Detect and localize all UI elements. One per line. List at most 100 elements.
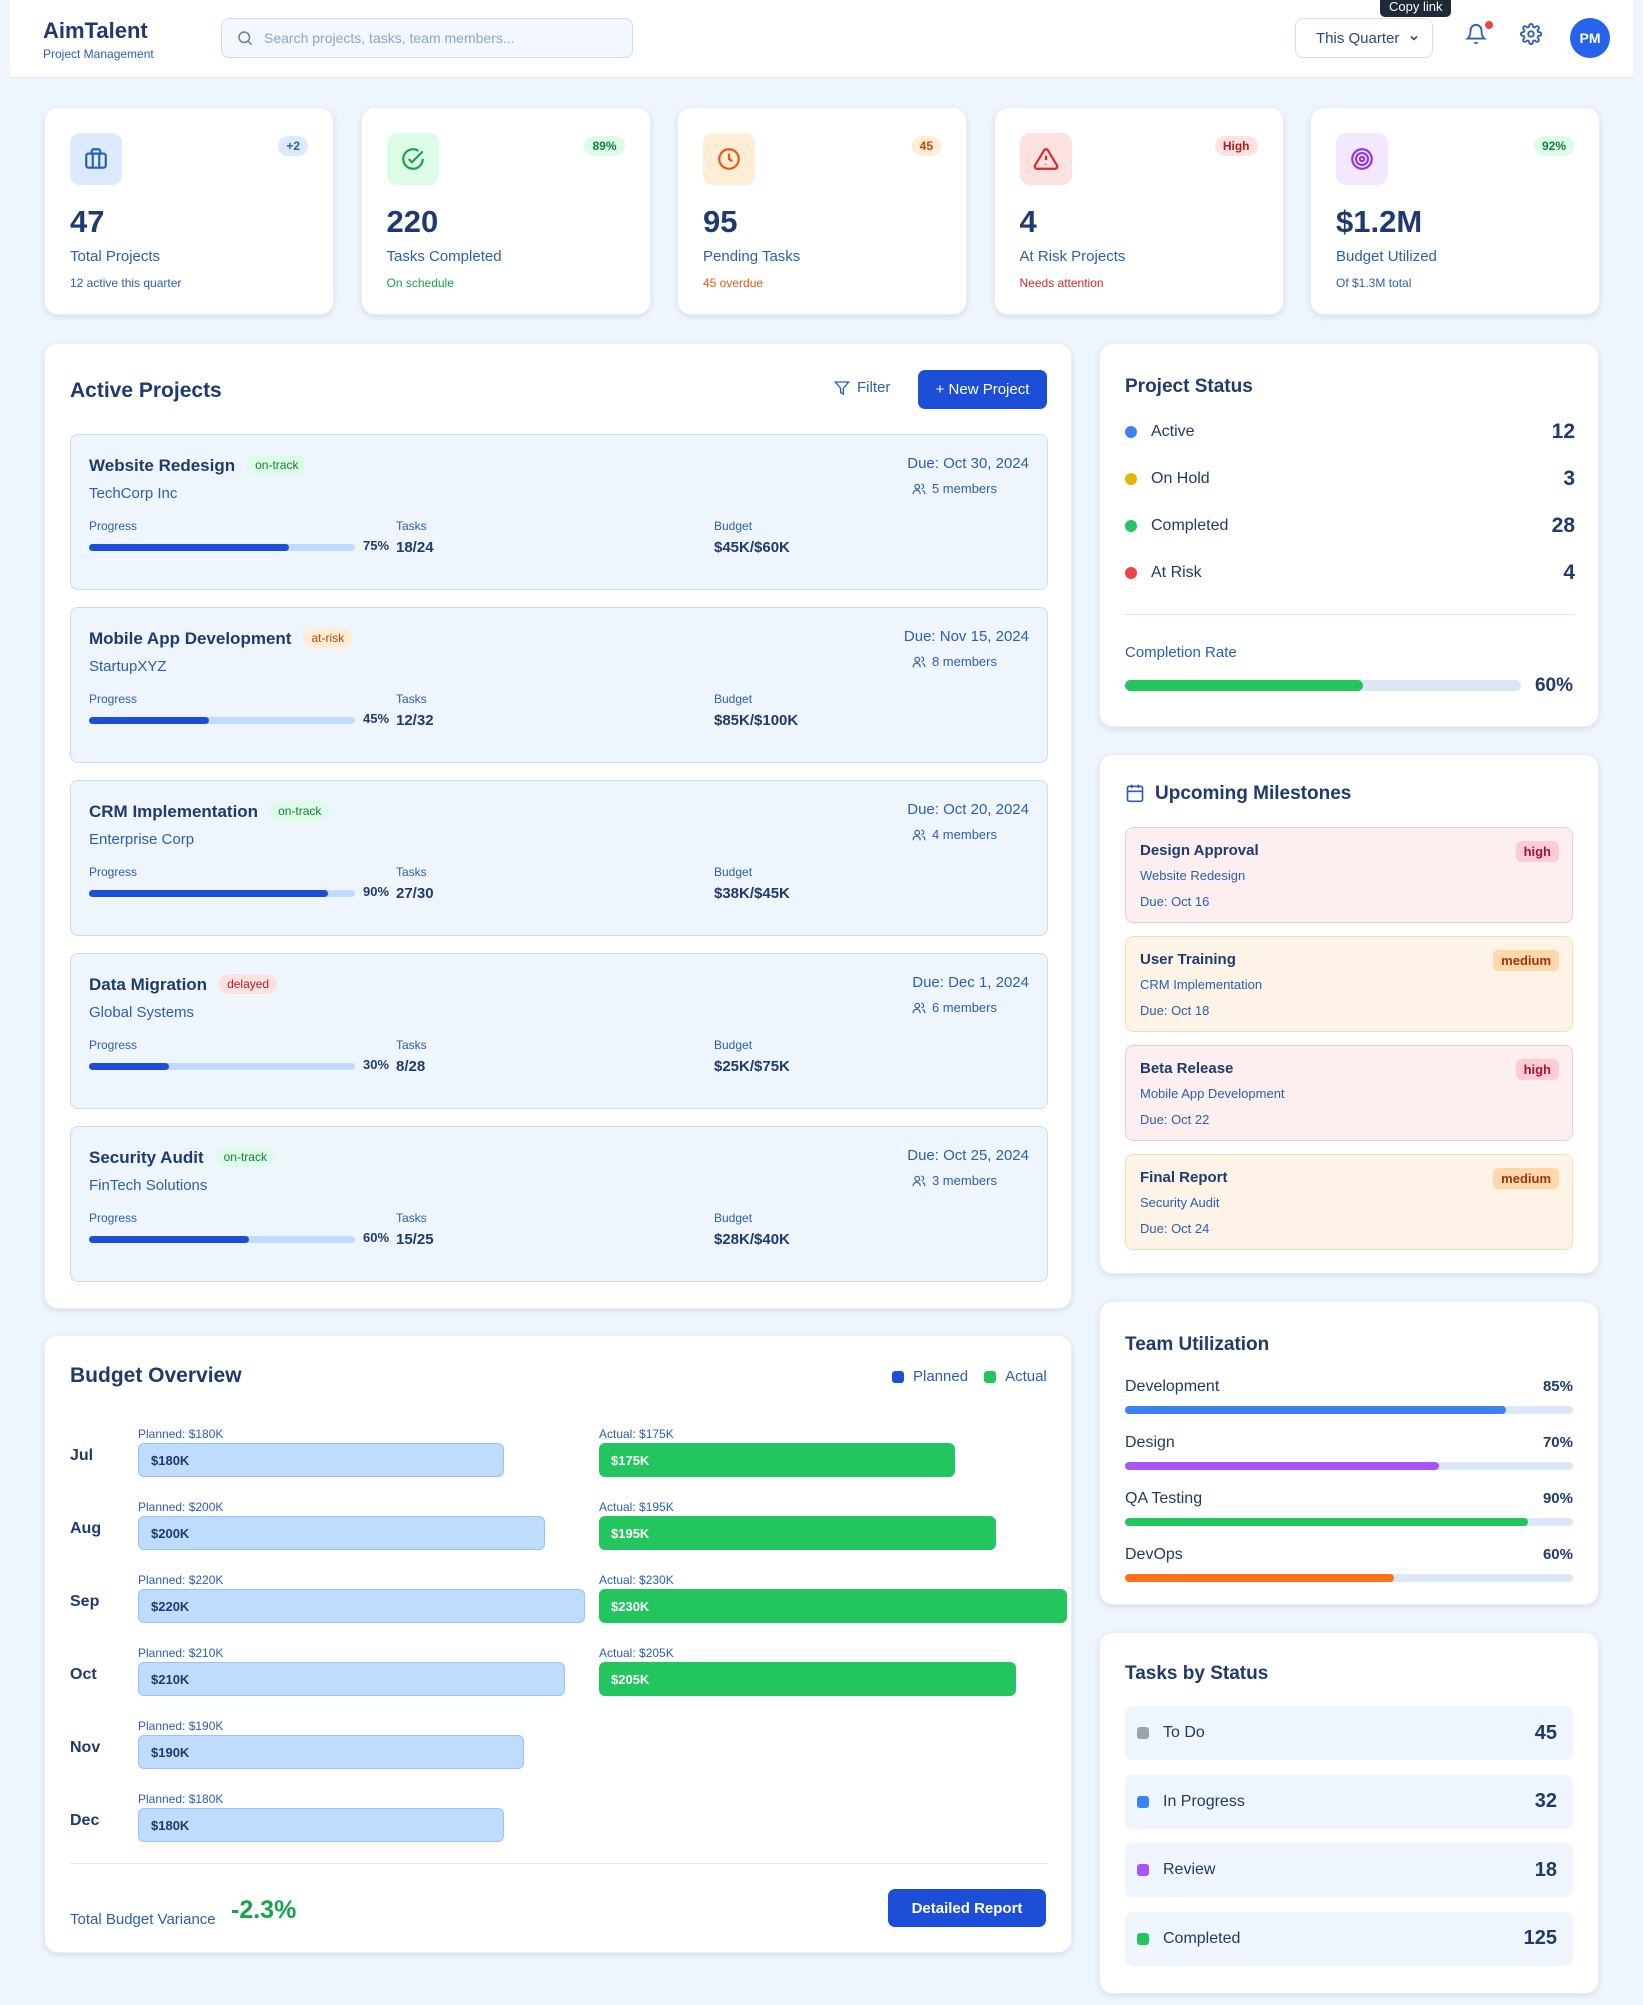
task-status-swatch bbox=[1137, 1727, 1149, 1739]
stat-card: 92% $1.2M Budget Utilized Of $1.3M total bbox=[1310, 107, 1600, 315]
project-card[interactable]: CRM Implementation on-track Enterprise Cor… bbox=[70, 780, 1048, 936]
project-card[interactable]: Data Migration delayed Global Systems Due: … bbox=[70, 953, 1048, 1109]
planned-bar[interactable]: $200K bbox=[138, 1516, 545, 1550]
utilization-fill bbox=[1125, 1574, 1394, 1582]
planned-bar[interactable]: $210K bbox=[138, 1662, 565, 1696]
month-label: Dec bbox=[70, 1812, 100, 1829]
stat-subtext: Of $1.3M total bbox=[1336, 276, 1412, 290]
task-status-count: 125 bbox=[1523, 1927, 1557, 1949]
progress-label: Progress bbox=[89, 1038, 138, 1052]
project-card[interactable]: Website Redesign on-track TechCorp Inc Due:… bbox=[70, 434, 1048, 590]
stat-badge: High bbox=[1214, 136, 1258, 156]
stat-value: 4 bbox=[1019, 204, 1037, 239]
month-label: Aug bbox=[70, 1520, 102, 1537]
status-row: At Risk 4 bbox=[1125, 561, 1575, 585]
status-count: 3 bbox=[1563, 467, 1575, 490]
actual-caption: Actual: $175K bbox=[599, 1427, 674, 1441]
utilization-label: Development bbox=[1125, 1378, 1220, 1395]
period-select[interactable]: This Quarter bbox=[1295, 18, 1433, 58]
task-status-row: Review 18 bbox=[1125, 1843, 1573, 1897]
brand-name: AimTalent bbox=[43, 18, 148, 43]
users-icon bbox=[912, 828, 926, 840]
utilization-row: DevOps 60% bbox=[1125, 1546, 1573, 1586]
priority-badge: high bbox=[1515, 841, 1559, 862]
stat-value: 47 bbox=[70, 204, 105, 239]
new-project-button[interactable]: + New Project bbox=[918, 370, 1047, 409]
brand[interactable]: AimTalent Project Management bbox=[43, 18, 154, 61]
actual-bar-label: $175K bbox=[611, 1452, 650, 1468]
tasks-label: Tasks bbox=[396, 865, 427, 879]
planned-bar[interactable]: $180K bbox=[138, 1808, 504, 1842]
status-row: Completed 28 bbox=[1125, 514, 1575, 538]
period-select-value: This Quarter bbox=[1316, 29, 1400, 47]
milestone-card[interactable]: Final Report Security Audit Due: Oct 24 med… bbox=[1125, 1154, 1573, 1250]
detailed-report-button[interactable]: Detailed Report bbox=[888, 1889, 1046, 1927]
milestone-due: Due: Oct 18 bbox=[1140, 1003, 1210, 1018]
milestone-card[interactable]: Beta Release Mobile App Development Due: O… bbox=[1125, 1045, 1573, 1141]
actual-bar[interactable]: $205K bbox=[599, 1662, 1016, 1696]
actual-bar[interactable]: $195K bbox=[599, 1516, 996, 1550]
progress-track bbox=[89, 1063, 355, 1070]
project-status-title: Project Status bbox=[1125, 376, 1253, 397]
target-icon bbox=[1351, 148, 1373, 170]
actual-caption: Actual: $205K bbox=[599, 1646, 674, 1660]
project-due-date: Due: Nov 15, 2024 bbox=[903, 628, 1029, 645]
milestone-card[interactable]: Design Approval Website Redesign Due: Oct … bbox=[1125, 827, 1573, 923]
planned-caption: Planned: $180K bbox=[138, 1792, 224, 1806]
actual-bar-label: $195K bbox=[611, 1525, 650, 1541]
budget-row: Jul Planned: $180K $180K Actual: $175K $175K bbox=[70, 1427, 1070, 1491]
actual-bar[interactable]: $175K bbox=[599, 1443, 955, 1477]
stat-subtext: 12 active this quarter bbox=[70, 276, 182, 290]
filter-button[interactable]: Filter bbox=[834, 379, 890, 396]
task-status-row: To Do 45 bbox=[1125, 1706, 1573, 1760]
status-dot bbox=[1125, 520, 1137, 532]
avatar[interactable]: PM bbox=[1570, 18, 1610, 58]
actual-bar[interactable]: $230K bbox=[599, 1589, 1067, 1623]
status-count: 4 bbox=[1563, 561, 1575, 584]
project-name-row: Data Migration delayed bbox=[89, 974, 278, 995]
tasks-by-status-card: Tasks by Status To Do 45 In Progress 32 Revi… bbox=[1099, 1632, 1599, 1994]
planned-bar[interactable]: $180K bbox=[138, 1443, 504, 1477]
planned-bar-label: $220K bbox=[151, 1598, 190, 1614]
alert-triangle-icon bbox=[1033, 148, 1058, 170]
bell-icon[interactable] bbox=[1465, 22, 1487, 46]
budget-value: $28K/$40K bbox=[714, 1231, 790, 1248]
active-projects-title: Active Projects bbox=[70, 379, 222, 402]
users-icon bbox=[912, 482, 926, 494]
budget-label: Budget bbox=[714, 1038, 753, 1052]
status-count: 12 bbox=[1551, 420, 1575, 443]
status-badge: on-track bbox=[247, 455, 307, 475]
progress-label: Progress bbox=[89, 692, 138, 706]
filter-icon bbox=[834, 380, 850, 395]
users-icon bbox=[912, 1001, 926, 1013]
filter-label: Filter bbox=[857, 379, 891, 396]
status-badge: delayed bbox=[219, 974, 278, 994]
project-client: TechCorp Inc bbox=[89, 485, 178, 502]
project-members: 4 members bbox=[912, 827, 997, 842]
progress-fill bbox=[89, 717, 209, 724]
utilization-track bbox=[1125, 1406, 1573, 1414]
planned-bar[interactable]: $220K bbox=[138, 1589, 585, 1623]
project-name: Security Audit bbox=[89, 1148, 204, 1167]
stat-label: At Risk Projects bbox=[1019, 248, 1126, 265]
task-status-label: Review bbox=[1163, 1861, 1216, 1878]
actual-bar-label: $230K bbox=[611, 1598, 650, 1614]
planned-bar-label: $210K bbox=[151, 1671, 190, 1687]
planned-bar[interactable]: $190K bbox=[138, 1735, 524, 1769]
task-status-row: Completed 125 bbox=[1125, 1911, 1573, 1966]
milestone-title: User Training bbox=[1140, 951, 1236, 968]
priority-badge: medium bbox=[1493, 950, 1559, 971]
utilization-percent: 70% bbox=[1542, 1434, 1573, 1451]
milestone-card[interactable]: User Training CRM Implementation Due: Oct … bbox=[1125, 936, 1573, 1032]
project-card[interactable]: Security Audit on-track FinTech Solutions D… bbox=[70, 1126, 1048, 1282]
milestone-project: Security Audit bbox=[1140, 1195, 1220, 1210]
project-card[interactable]: Mobile App Development at-risk StartupXYZ D… bbox=[70, 607, 1048, 763]
stat-value: 220 bbox=[386, 204, 439, 239]
project-name: Data Migration bbox=[89, 975, 208, 994]
progress-fill bbox=[89, 1063, 169, 1070]
gear-icon[interactable] bbox=[1520, 22, 1542, 46]
budget-value: $38K/$45K bbox=[714, 885, 790, 902]
project-due-date: Due: Oct 25, 2024 bbox=[907, 1147, 1029, 1164]
chevron-down-icon bbox=[1410, 35, 1418, 41]
search-input[interactable]: Search projects, tasks, team members... bbox=[221, 18, 633, 58]
